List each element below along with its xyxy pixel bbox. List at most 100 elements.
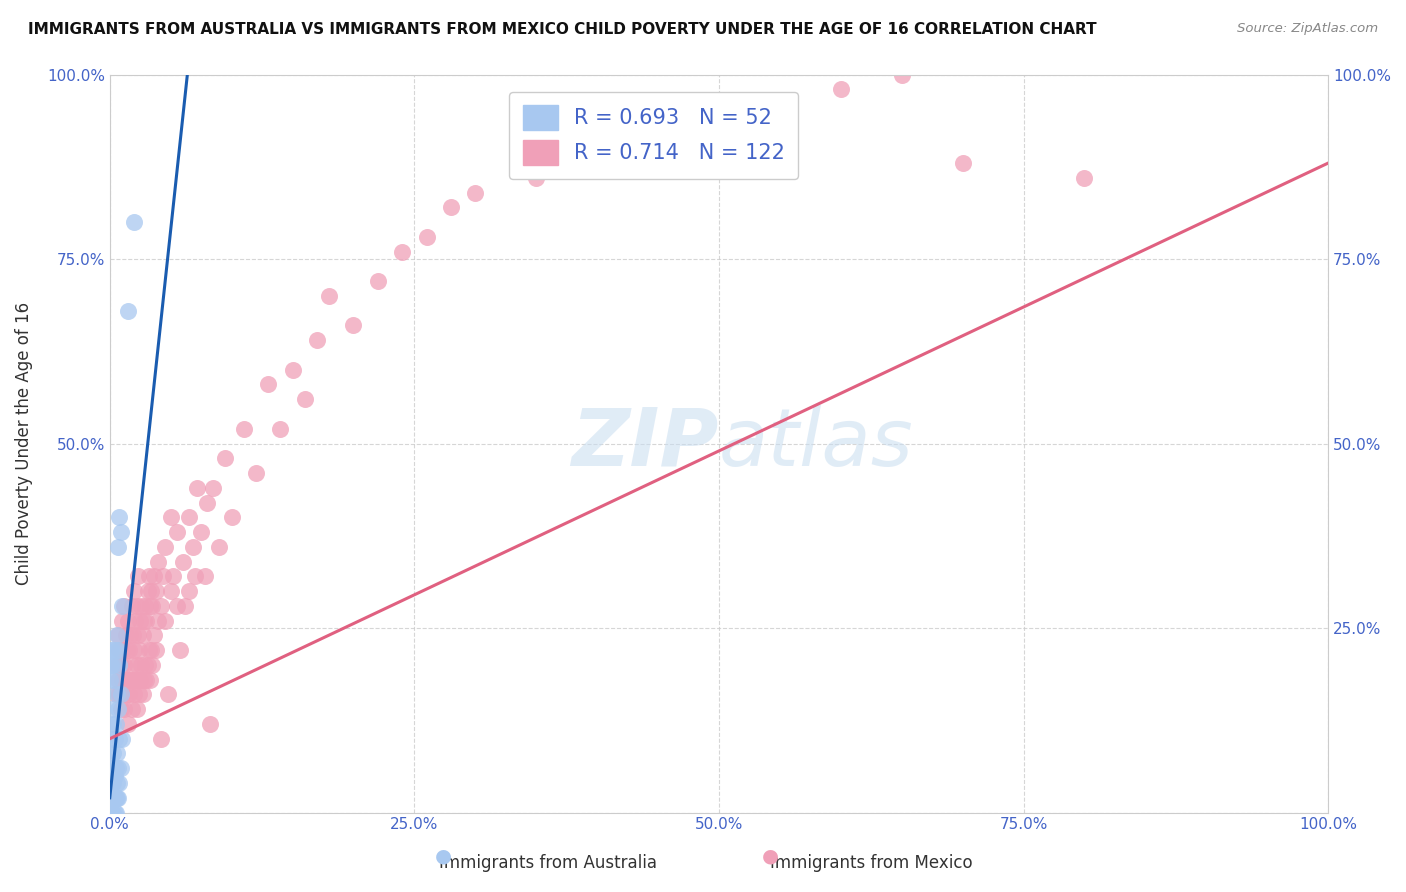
Text: Source: ZipAtlas.com: Source: ZipAtlas.com (1237, 22, 1378, 36)
Point (208, 540, 231, 554)
Point (153, 540, 176, 554)
Point (129, 614, 152, 628)
Point (101, 790, 124, 805)
Point (177, 510, 200, 524)
Point (342, 318, 364, 333)
Point (100, 761, 122, 775)
Point (105, 776, 128, 790)
Point (104, 688, 127, 702)
Point (107, 673, 129, 687)
Point (125, 657, 148, 672)
Text: ZIP: ZIP (572, 405, 718, 483)
Point (104, 805, 127, 820)
Point (524, 170, 547, 185)
Text: ●: ● (434, 847, 451, 865)
Legend: R = 0.693   N = 52, R = 0.714   N = 122: R = 0.693 N = 52, R = 0.714 N = 122 (509, 92, 799, 178)
Point (110, 761, 132, 775)
Point (166, 525, 188, 540)
Point (111, 731, 134, 746)
Point (110, 525, 132, 540)
Point (174, 599, 197, 613)
Point (190, 525, 212, 540)
Point (245, 466, 267, 480)
Point (127, 569, 149, 583)
Point (107, 761, 129, 775)
Point (169, 643, 191, 657)
Point (132, 614, 155, 628)
Point (129, 673, 152, 687)
Point (149, 599, 172, 613)
Point (391, 244, 413, 259)
Point (103, 790, 125, 805)
Point (120, 673, 142, 687)
Point (101, 776, 124, 790)
Point (107, 643, 129, 657)
Point (141, 584, 163, 599)
Point (166, 599, 188, 613)
Point (145, 643, 167, 657)
Point (952, 156, 974, 170)
Point (108, 510, 131, 524)
Point (128, 688, 150, 702)
Point (221, 510, 243, 524)
Point (101, 702, 124, 716)
Point (98, 657, 121, 672)
Point (104, 761, 127, 775)
Point (105, 790, 128, 805)
Point (152, 569, 174, 583)
Point (100, 805, 122, 820)
Point (136, 657, 159, 672)
Point (157, 688, 180, 702)
Point (101, 761, 124, 775)
Point (104, 805, 127, 820)
Point (112, 702, 135, 716)
Point (281, 362, 304, 376)
Point (104, 673, 127, 687)
Point (107, 540, 129, 554)
Point (172, 555, 194, 569)
Point (105, 747, 128, 761)
Point (100, 657, 122, 672)
Point (101, 643, 124, 657)
Point (647, 141, 669, 155)
Point (294, 392, 316, 407)
Point (305, 333, 328, 347)
Point (131, 599, 153, 613)
Point (148, 614, 170, 628)
Point (120, 628, 142, 642)
Point (141, 643, 163, 657)
Point (112, 688, 135, 702)
Point (101, 731, 124, 746)
Point (110, 702, 132, 716)
Point (118, 643, 141, 657)
Point (105, 657, 128, 672)
Point (122, 584, 145, 599)
Point (135, 614, 157, 628)
Point (134, 599, 156, 613)
Point (124, 673, 146, 687)
Point (318, 289, 340, 303)
Point (104, 731, 127, 746)
Point (128, 643, 150, 657)
Point (104, 769, 127, 783)
Point (110, 657, 132, 672)
Point (132, 673, 155, 687)
Point (112, 599, 135, 613)
Point (107, 628, 129, 642)
Point (98, 673, 121, 687)
Point (138, 643, 160, 657)
Point (108, 657, 131, 672)
Point (131, 628, 153, 642)
Point (104, 717, 127, 731)
Point (121, 702, 143, 716)
Point (98, 643, 121, 657)
Point (104, 790, 127, 805)
Point (214, 451, 236, 466)
Point (194, 569, 217, 583)
Point (153, 614, 176, 628)
Point (103, 657, 125, 672)
Point (108, 688, 131, 702)
Point (111, 614, 134, 628)
Point (121, 599, 143, 613)
Text: ●: ● (762, 847, 779, 865)
